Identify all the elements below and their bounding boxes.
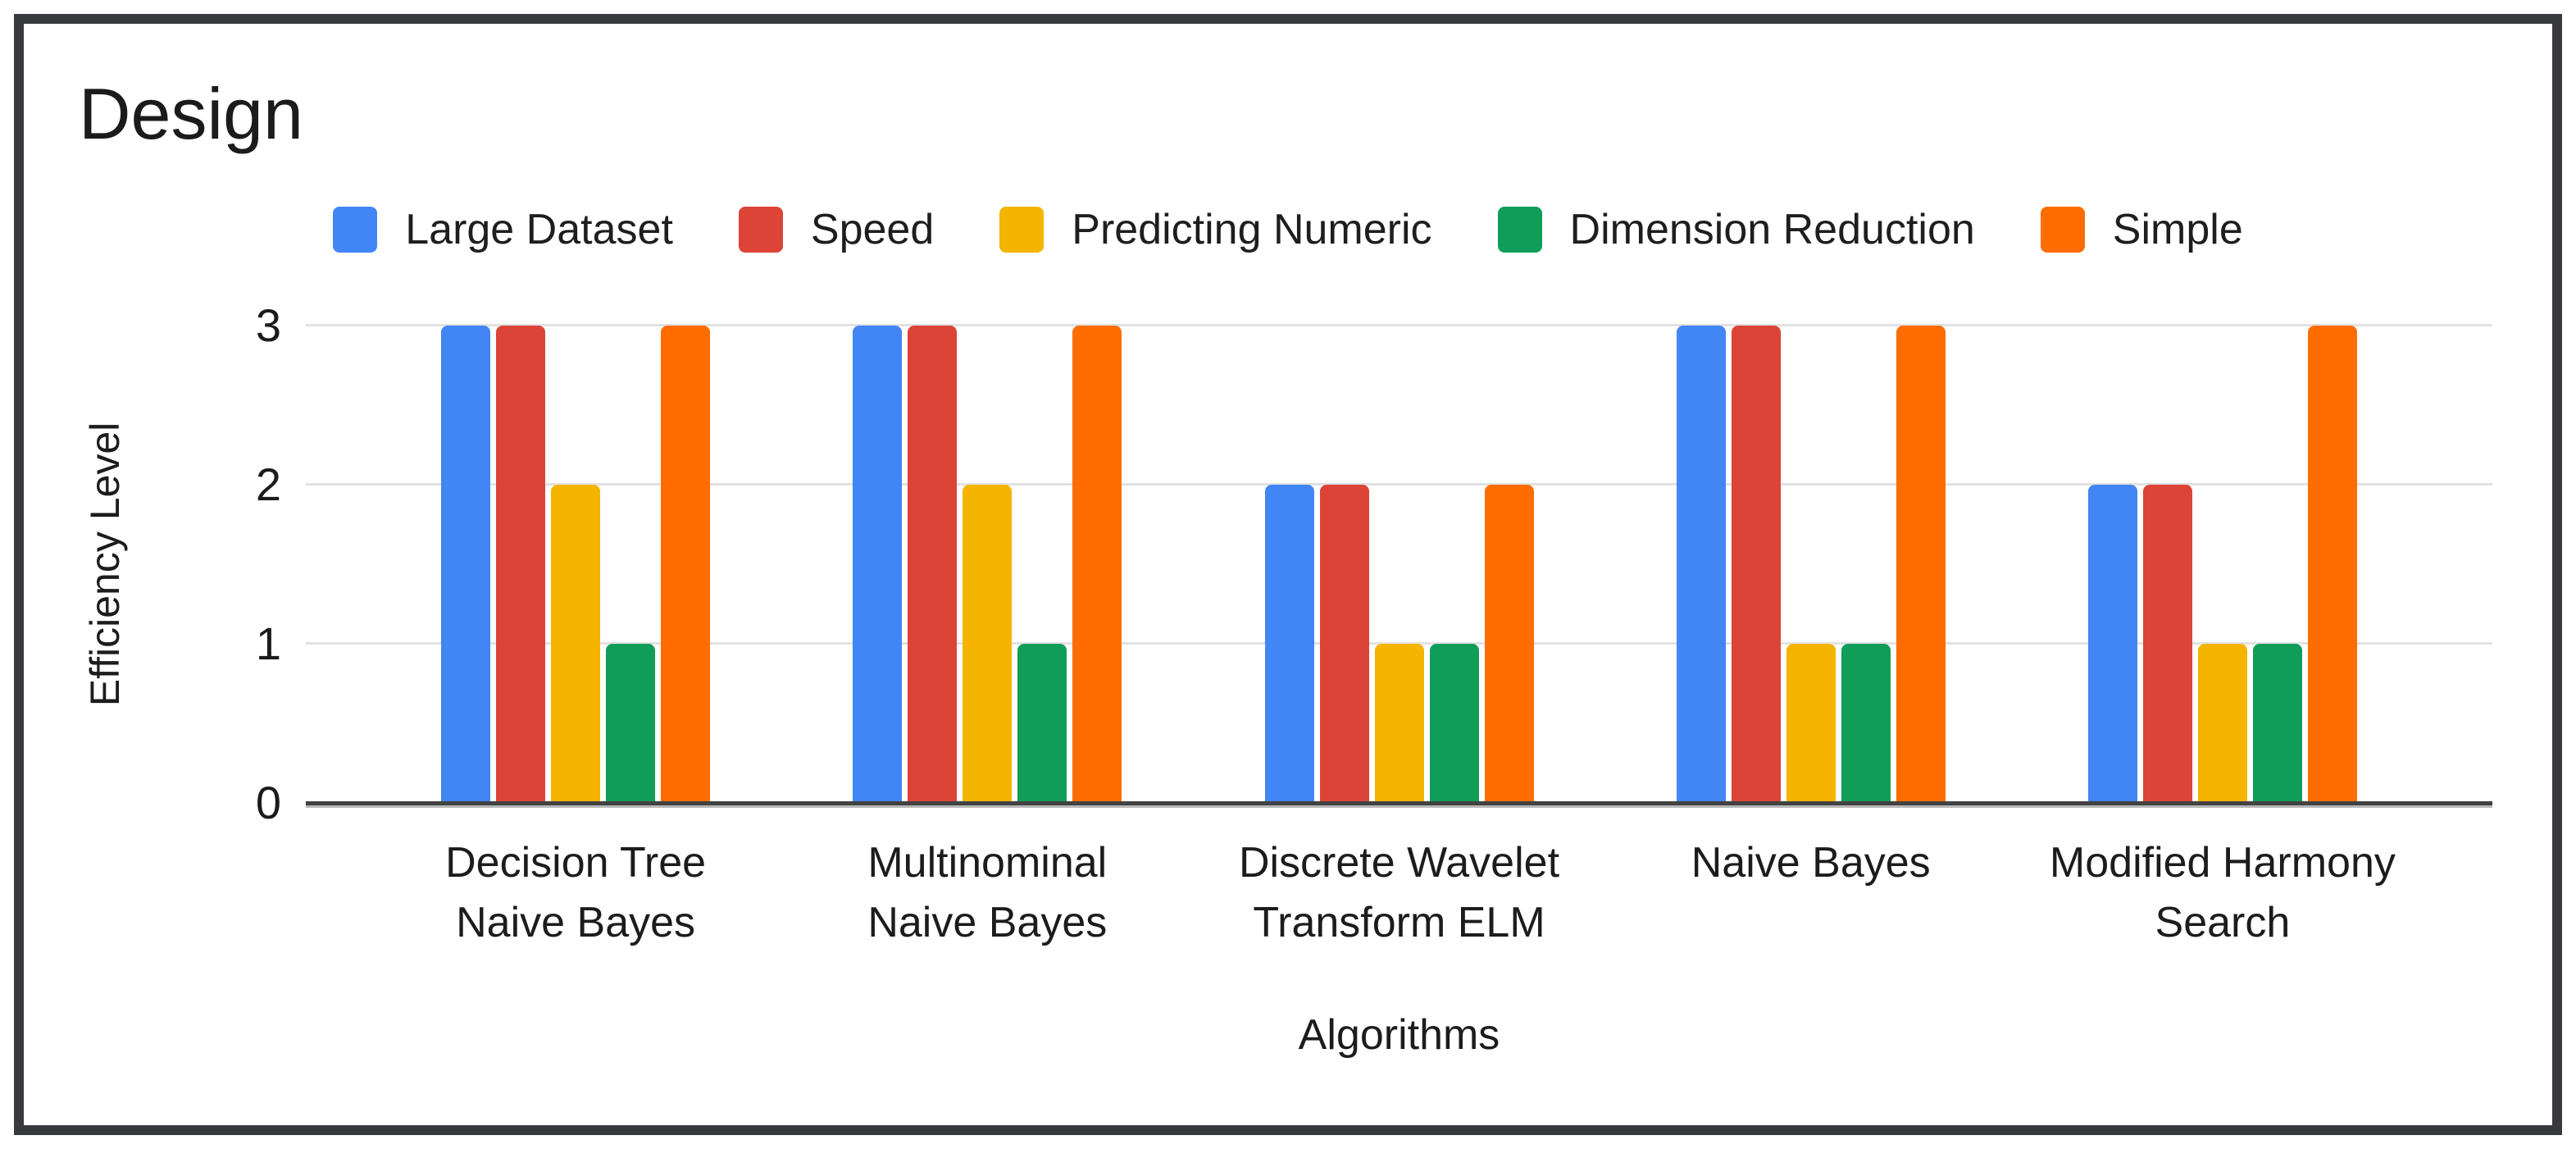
x-axis-baseline — [306, 801, 2492, 805]
legend-label: Dimension Reduction — [1569, 206, 1975, 253]
bar-speed — [1319, 485, 1369, 803]
legend-swatch-dimension-reduction — [1497, 207, 1542, 253]
legend: Large Dataset Speed Predicting Numeric Dime… — [0, 203, 2576, 256]
bar-large-dataset — [853, 326, 903, 803]
bar-group-modified-harmony-search — [2017, 326, 2428, 803]
legend-item-dimension-reduction: Dimension Reduction — [1497, 205, 1975, 254]
bar-dimension-reduction — [1017, 644, 1067, 803]
bar-simple — [661, 326, 711, 803]
x-label-slot: Modified Harmony Search — [2017, 833, 2428, 953]
bar-simple — [1896, 326, 1946, 803]
x-label-slot: Decision Tree Naive Bayes — [370, 833, 781, 953]
x-label-decision-tree-naive-bayes: Decision Tree Naive Bayes — [445, 839, 707, 946]
x-label-slot: Discrete Wavelet Transform ELM — [1193, 833, 1604, 953]
x-label-discrete-wavelet-transform-elm: Discrete Wavelet Transform ELM — [1238, 839, 1560, 946]
bar-speed — [908, 326, 958, 803]
bar-dimension-reduction — [1841, 644, 1891, 803]
gridline-y3 — [306, 324, 2492, 326]
bar-dimension-reduction — [2252, 644, 2302, 803]
bar-speed — [2142, 485, 2192, 803]
bar-dimension-reduction — [1429, 644, 1479, 803]
bar-large-dataset — [2087, 485, 2137, 803]
legend-item-speed: Speed — [738, 205, 935, 254]
legend-label: Simple — [2112, 206, 2243, 253]
legend-label: Predicting Numeric — [1072, 206, 1432, 253]
legend-swatch-simple — [2040, 207, 2085, 253]
plot-area — [306, 324, 2492, 805]
x-label-naive-bayes: Naive Bayes — [1691, 839, 1931, 887]
bar-predicting-numeric — [963, 485, 1013, 803]
bar-groups — [306, 326, 2492, 803]
chart-title: Design — [79, 73, 303, 154]
y-tick-2: 2 — [255, 458, 281, 510]
y-tick-0: 0 — [255, 777, 281, 828]
x-label-slot: Naive Bayes — [1605, 833, 2017, 953]
bar-group-discrete-wavelet-transform-elm — [1193, 326, 1604, 803]
legend-item-large-dataset: Large Dataset — [333, 205, 673, 254]
legend-swatch-predicting-numeric — [999, 207, 1045, 253]
y-tick-3: 3 — [255, 299, 281, 351]
legend-item-predicting-numeric: Predicting Numeric — [999, 205, 1432, 254]
bar-predicting-numeric — [551, 485, 601, 803]
bar-predicting-numeric — [2197, 644, 2247, 803]
bar-simple — [1072, 326, 1122, 803]
x-label-multinominal-naive-bayes: Multinominal Naive Bayes — [867, 839, 1108, 946]
bar-speed — [1731, 326, 1781, 803]
bar-speed — [496, 326, 546, 803]
x-axis-labels: Decision Tree Naive Bayes Multinominal Na… — [306, 833, 2492, 953]
bar-dimension-reduction — [606, 644, 656, 803]
gridline-y1 — [306, 642, 2492, 645]
legend-label: Speed — [810, 206, 935, 253]
legend-swatch-speed — [738, 207, 783, 253]
bar-group-decision-tree-naive-bayes — [370, 326, 781, 803]
legend-item-simple: Simple — [2040, 205, 2243, 254]
bar-simple — [1484, 485, 1534, 803]
legend-swatch-large-dataset — [333, 207, 378, 253]
x-label-slot: Multinominal Naive Bayes — [781, 833, 1193, 953]
bar-large-dataset — [1676, 326, 1726, 803]
gridline-y2 — [306, 483, 2492, 486]
x-label-modified-harmony-search: Modified Harmony Search — [2049, 839, 2396, 946]
legend-label: Large Dataset — [405, 206, 673, 253]
x-axis-title: Algorithms — [1298, 1011, 1500, 1059]
bar-large-dataset — [441, 326, 491, 803]
bar-group-naive-bayes — [1605, 326, 2017, 803]
bar-predicting-numeric — [1374, 644, 1424, 803]
y-tick-1: 1 — [255, 618, 281, 669]
bar-group-multinominal-naive-bayes — [781, 326, 1193, 803]
bar-simple — [2307, 326, 2357, 803]
bar-predicting-numeric — [1786, 644, 1836, 803]
bar-large-dataset — [1264, 485, 1314, 803]
